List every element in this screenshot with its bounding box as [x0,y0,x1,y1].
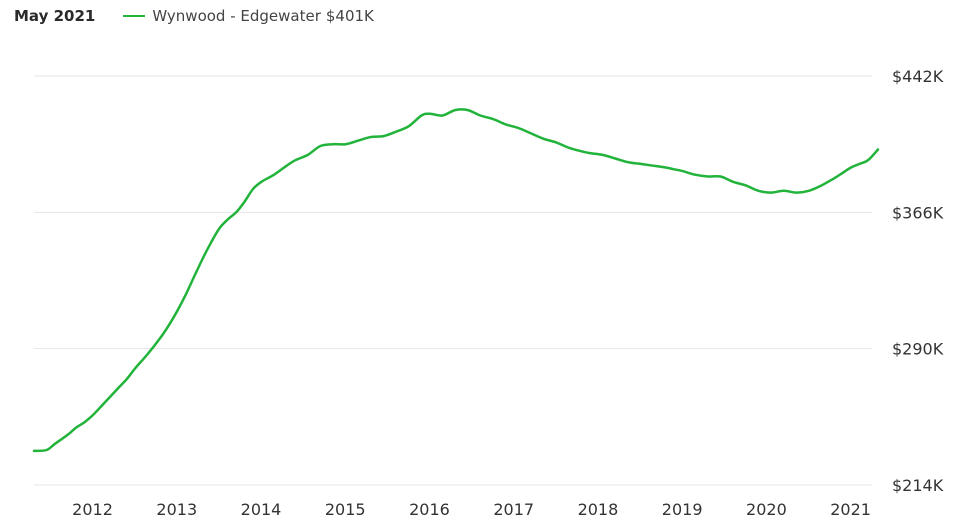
x-tick-label: 2012 [72,500,113,519]
x-tick-label: 2016 [409,500,450,519]
legend-series-name: Wynwood - Edgewater [152,7,321,25]
x-tick-label: 2018 [578,500,619,519]
legend-line-swatch [123,15,146,17]
y-axis-ticks: $442K $366K $290K $214K [892,67,944,495]
series-layer [32,108,880,453]
chart-header: May 2021 Wynwood - Edgewater $401K [14,5,374,27]
x-tick-label: 2013 [156,500,197,519]
gridlines [34,75,872,486]
x-tick-label: 2021 [830,500,871,519]
x-tick-label: 2020 [746,500,787,519]
x-tick-label: 2015 [325,500,366,519]
x-tick-label: 2014 [241,500,282,519]
y-tick-label: $290K [892,340,944,359]
x-tick-label: 2019 [662,500,703,519]
x-axis-ticks: 2012 2013 2014 2015 2016 2017 2018 2019 2020 2021 [72,500,871,519]
legend-item[interactable]: Wynwood - Edgewater $401K [123,7,374,25]
series-line-wynwood-edgewater[interactable] [32,108,880,453]
y-tick-label: $366K [892,203,944,222]
hover-date-label: May 2021 [14,7,96,25]
y-tick-label: $442K [892,67,944,86]
legend-series-value: $401K [325,7,374,25]
x-tick-label: 2017 [493,500,534,519]
y-tick-label: $214K [892,476,944,495]
